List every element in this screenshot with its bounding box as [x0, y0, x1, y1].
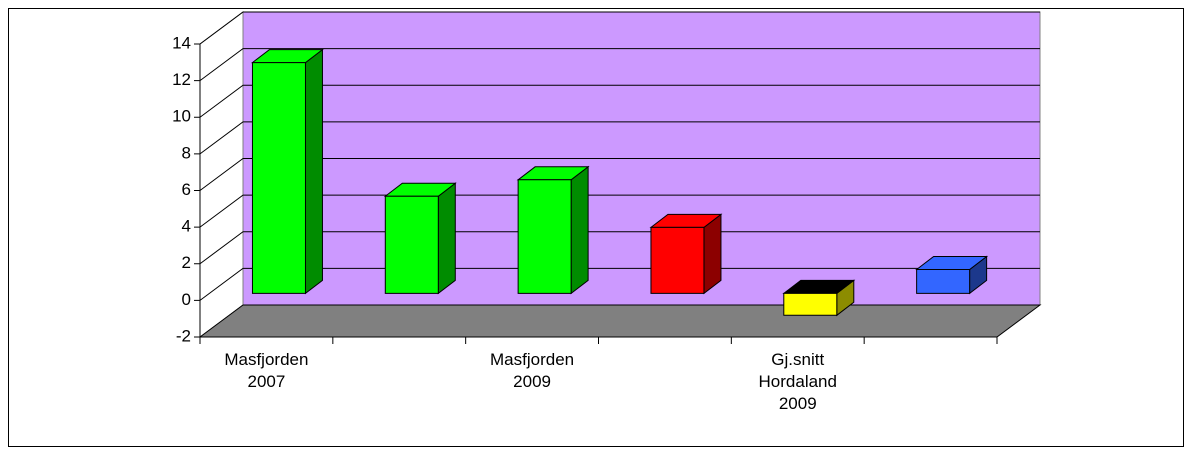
bar-side: [703, 213, 722, 295]
x-tick-label: Masfjorden 2009: [490, 350, 575, 391]
bar-side: [570, 165, 589, 295]
bar-front: [517, 179, 572, 294]
y-tick-label: 6: [182, 180, 191, 199]
y-tick-label: 12: [172, 70, 191, 89]
bar-front: [916, 269, 971, 294]
x-tick-label: Masfjorden 2007: [224, 350, 309, 391]
y-tick-label: 14: [172, 33, 191, 52]
bar-front: [251, 62, 306, 294]
bar-front: [783, 292, 838, 316]
grid-line: [199, 158, 1040, 191]
bar-front: [384, 195, 439, 294]
y-tick-label: 8: [182, 143, 191, 162]
bar: [250, 48, 324, 295]
grid-line: [199, 11, 1040, 45]
y-tick-label: 4: [182, 217, 191, 236]
bar-front: [650, 226, 705, 294]
x-tick-label: Gj.snitt Hordaland 2009: [758, 350, 837, 413]
bar: [383, 182, 457, 295]
grid-line: [199, 194, 1040, 228]
floor: [198, 304, 1042, 338]
bar: [915, 255, 989, 295]
grid-line: [199, 231, 1040, 265]
y-tick-label: -2: [176, 326, 191, 345]
bar: [516, 165, 590, 295]
bar-side: [304, 48, 323, 295]
grid-line: [199, 121, 1040, 155]
bar-side: [437, 182, 456, 295]
grid-line: [199, 84, 1040, 118]
grid-line: [199, 267, 1040, 301]
y-tick-label: 0: [182, 290, 191, 309]
y-tick-label: 10: [172, 107, 191, 126]
grid-line: [199, 48, 1040, 82]
bar: [782, 279, 856, 317]
bar: [649, 213, 723, 295]
y-tick-label: 2: [182, 253, 191, 272]
